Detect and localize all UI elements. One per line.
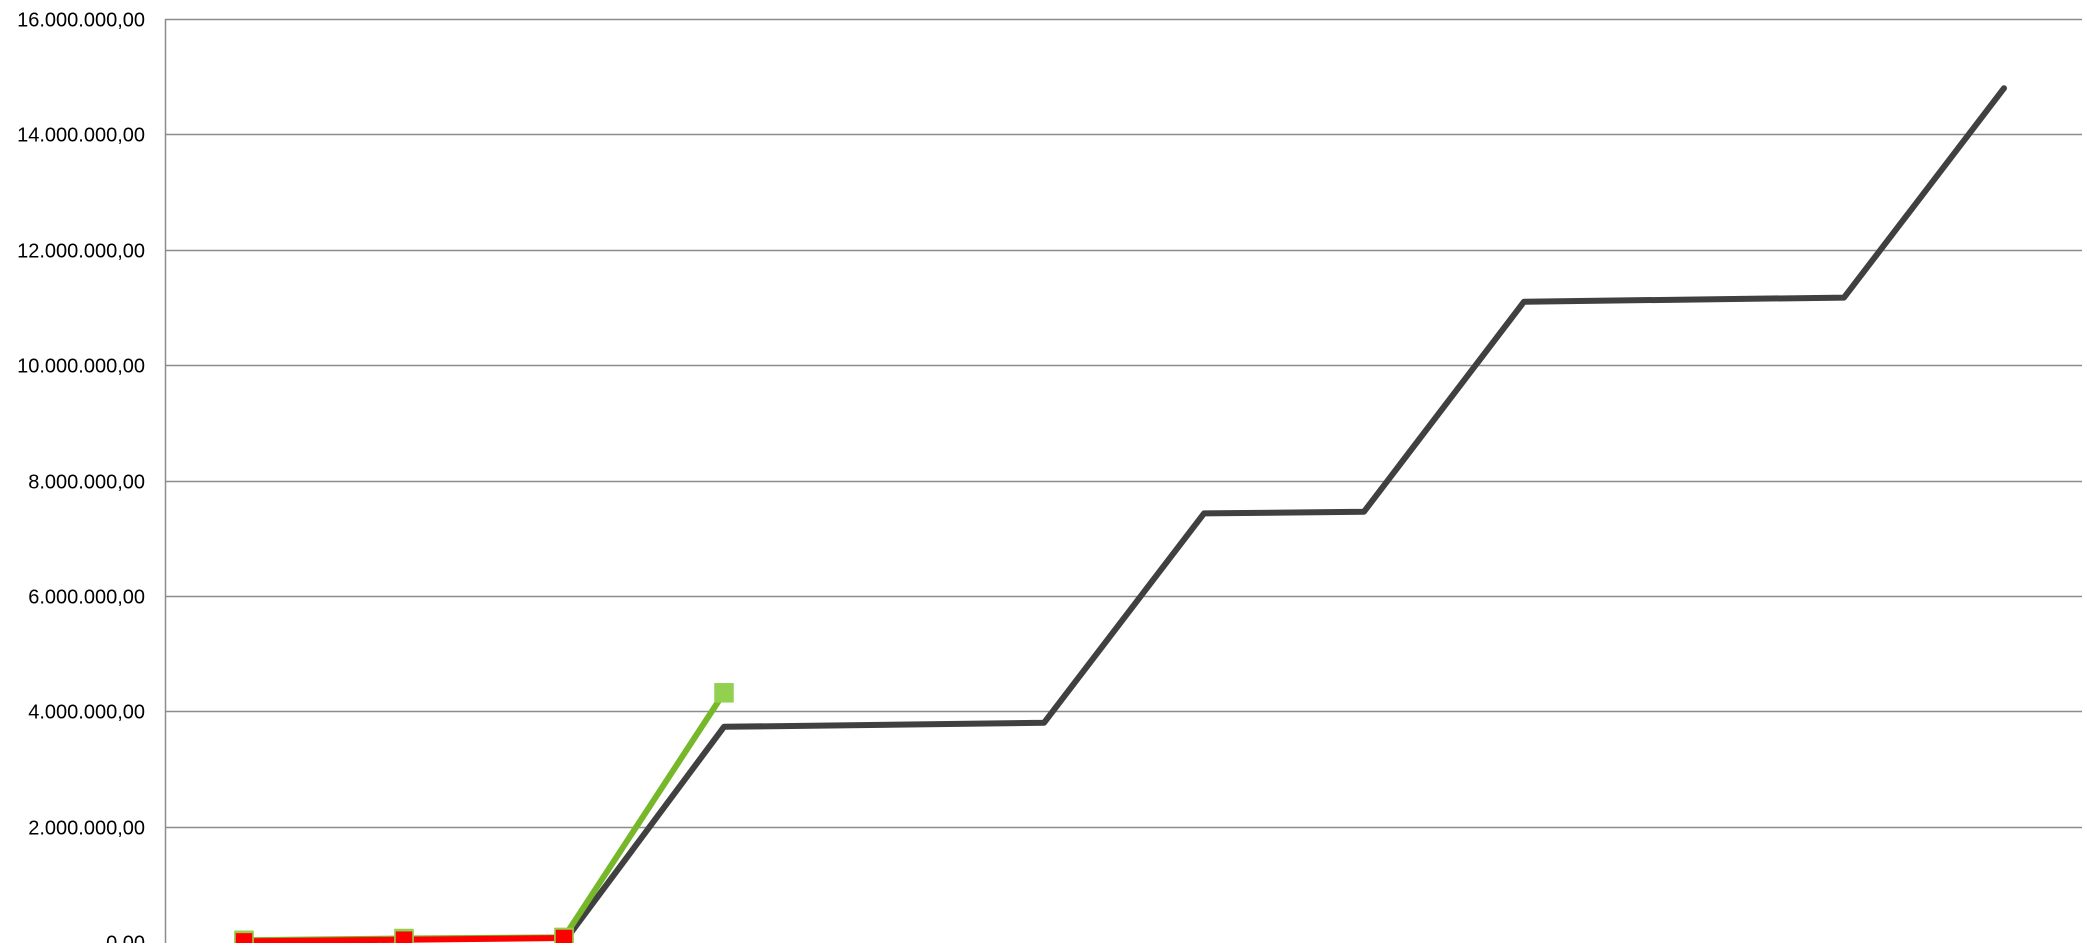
series-line-2 (241, 689, 727, 944)
y-tick-label: 14.000.000,00 (17, 125, 145, 147)
series-point-3 (554, 928, 574, 948)
gridlines (165, 18, 2082, 829)
y-axis-tick-labels: 0,00 2.000.000,00 4.000.000,00 6.000.000,00… (17, 10, 145, 948)
series-line-1 (561, 85, 2007, 945)
series-lines (241, 85, 2007, 945)
y-tick-label: 2.000.000,00 (28, 818, 145, 840)
series-point-3 (394, 929, 414, 948)
y-tick-label: 8.000.000,00 (28, 472, 145, 494)
series-point-3 (234, 931, 254, 948)
y-tick-label: 16.000.000,00 (17, 10, 145, 32)
y-tick-label: 12.000.000,00 (17, 241, 145, 263)
y-tick-label: 4.000.000,00 (28, 702, 145, 724)
y-tick-label: 6.000.000,00 (28, 587, 145, 609)
series-point-2 (714, 683, 734, 703)
y-tick-label: 10.000.000,00 (17, 356, 145, 378)
y-tick-label: 0,00 (106, 933, 145, 944)
